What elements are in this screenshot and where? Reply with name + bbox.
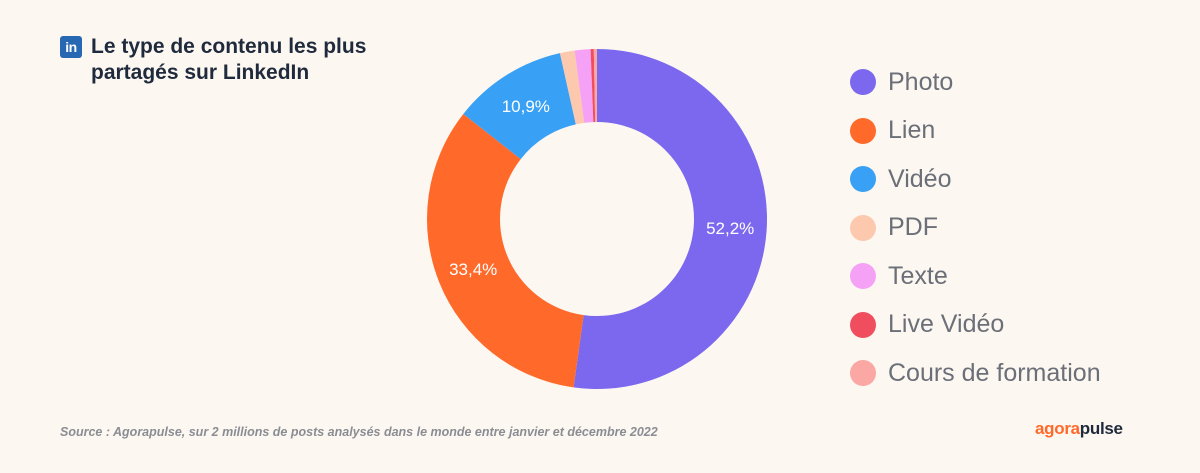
data-label-lien: 33,4% [449, 260, 497, 279]
legend-swatch [850, 311, 876, 338]
legend-item: Lien [850, 107, 1101, 156]
legend-label: Lien [888, 116, 936, 145]
legend-label: Live Vidéo [888, 310, 1005, 339]
chart-title: Le type de contenu les plus partagés sur… [91, 35, 367, 84]
slice-lien [427, 113, 584, 388]
legend-swatch [850, 117, 876, 144]
legend-swatch [850, 214, 876, 241]
data-label-vidéo: 10,9% [502, 97, 550, 116]
legend-item: Live Vidéo [850, 301, 1101, 350]
brand-part-pulse: pulse [1079, 419, 1123, 438]
slice-live-vidéo [590, 49, 596, 123]
legend-item: PDF [850, 204, 1101, 253]
legend-label: Photo [888, 67, 954, 96]
source-note: Source : Agorapulse, sur 2 millions de p… [60, 425, 658, 439]
brand-part-agora: agora [1035, 419, 1080, 438]
linkedin-icon: in [60, 36, 82, 58]
slice-vidéo [463, 53, 576, 160]
data-label-photo: 52,2% [706, 219, 754, 238]
chart-legend: Photo Lien Vidéo PDF Texte Live Vidéo Cours de… [850, 58, 1101, 398]
slice-pdf [559, 50, 585, 125]
slice-photo [573, 49, 767, 389]
legend-item: Cours de formation [850, 349, 1101, 398]
agorapulse-logo: agorapulse [1035, 419, 1123, 439]
title-block: in Le type de contenu les plus partagés … [60, 34, 421, 86]
legend-label: PDF [888, 213, 938, 242]
legend-swatch [850, 360, 876, 387]
legend-label: Texte [888, 261, 948, 290]
legend-item: Photo [850, 58, 1101, 107]
slice-texte [574, 49, 594, 123]
legend-item: Vidéo [850, 155, 1101, 204]
legend-label: Vidéo [888, 164, 952, 193]
legend-item: Texte [850, 252, 1101, 301]
slice-cours-de-formation [593, 49, 597, 123]
legend-swatch [850, 263, 876, 290]
legend-label: Cours de formation [888, 358, 1101, 387]
legend-swatch [850, 166, 876, 193]
legend-swatch [850, 69, 876, 96]
